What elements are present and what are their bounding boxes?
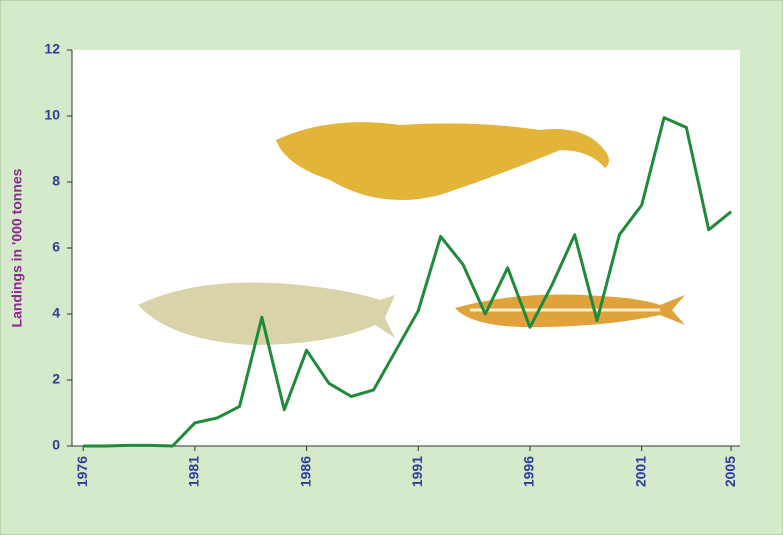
y-tick-label: 0 (52, 437, 60, 453)
x-tick-label: 2001 (632, 456, 648, 487)
data-line (83, 116, 733, 448)
x-tick-label: 1981 (186, 456, 202, 487)
y-tick-label: 10 (44, 107, 60, 123)
x-tick-label: 1996 (521, 456, 537, 487)
y-tick-label: 12 (44, 41, 60, 57)
x-tick-label: 1976 (74, 456, 90, 487)
x-tick-label: 1991 (409, 456, 425, 487)
fish-left (138, 282, 395, 345)
y-tick-label: 8 (52, 173, 60, 189)
fish-top (276, 122, 609, 200)
x-tick-label: 2005 (722, 456, 738, 487)
y-tick-label: 2 (52, 371, 60, 387)
fish-illustrations (138, 122, 685, 345)
y-tick-label: 6 (52, 239, 60, 255)
y-axis-title: Landings in '000 tonnes (9, 168, 25, 327)
y-tick-label: 4 (52, 305, 60, 321)
plot-area (72, 50, 740, 446)
x-tick-label: 1986 (297, 456, 313, 487)
